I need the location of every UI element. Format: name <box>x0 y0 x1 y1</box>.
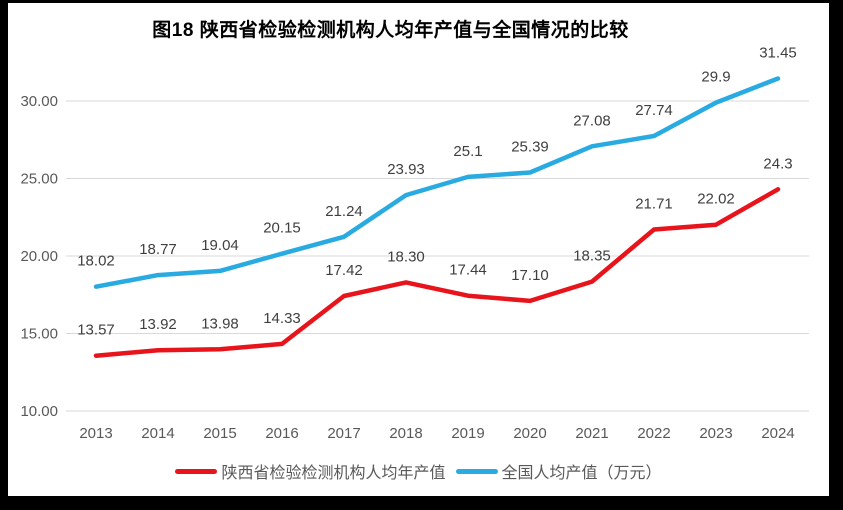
data-label: 18.77 <box>139 241 177 258</box>
data-label: 25.39 <box>511 138 549 155</box>
x-axis-tick-label: 2023 <box>699 425 732 442</box>
x-axis-tick-label: 2024 <box>761 425 794 442</box>
y-axis-tick-label: 30.00 <box>20 93 58 110</box>
legend-label-shaanxi: 陕西省检验检测机构人均年产值 <box>221 465 446 482</box>
x-axis-tick-label: 2018 <box>389 425 422 442</box>
data-label: 23.93 <box>387 161 425 178</box>
x-axis-tick-label: 2019 <box>451 425 484 442</box>
data-label: 27.08 <box>573 112 611 129</box>
data-label: 18.02 <box>77 253 115 270</box>
data-label: 13.92 <box>139 316 177 333</box>
data-label: 19.04 <box>201 237 239 254</box>
data-label: 17.44 <box>449 262 487 279</box>
x-axis-tick-label: 2013 <box>79 425 112 442</box>
data-label: 13.98 <box>201 315 239 332</box>
legend-item-shaanxi: 陕西省检验检测机构人均年产值 <box>175 459 446 483</box>
x-axis-tick-label: 2017 <box>327 425 360 442</box>
data-label: 14.33 <box>263 310 301 327</box>
legend-item-national: 全国人均产值（万元） <box>455 459 662 483</box>
y-axis-tick-label: 20.00 <box>20 248 58 265</box>
data-label: 24.3 <box>763 155 792 172</box>
data-label: 25.1 <box>453 143 482 160</box>
legend: 陕西省检验检测机构人均年产值 全国人均产值（万元） <box>8 459 829 483</box>
data-label: 29.9 <box>701 69 730 86</box>
data-label: 21.24 <box>325 203 363 220</box>
legend-label-national: 全国人均产值（万元） <box>501 465 662 482</box>
data-label: 27.74 <box>635 102 673 119</box>
x-axis-tick-label: 2016 <box>265 425 298 442</box>
chart-area: 图18 陕西省检验检测机构人均年产值与全国情况的比较 10.00 15.00 20.… <box>8 3 829 496</box>
data-label: 21.71 <box>635 195 673 212</box>
chart-title: 图18 陕西省检验检测机构人均年产值与全国情况的比较 <box>152 20 629 41</box>
data-label: 22.02 <box>697 191 735 208</box>
y-axis-tick-label: 15.00 <box>20 326 58 343</box>
data-label: 17.42 <box>325 262 363 279</box>
series-line-0 <box>93 187 781 358</box>
x-axis-tick-label: 2015 <box>203 425 236 442</box>
y-axis-tick-label: 25.00 <box>20 171 58 188</box>
x-axis-tick-label: 2021 <box>575 425 608 442</box>
data-label: 31.45 <box>759 45 797 62</box>
x-axis-tick-label: 2014 <box>141 425 174 442</box>
y-axis-tick-label: 10.00 <box>20 403 58 420</box>
x-axis-tick-label: 2020 <box>513 425 546 442</box>
data-label: 18.30 <box>387 248 425 265</box>
plot-area: 10.00 15.00 20.00 25.00 30.00 2013 2014 2015 201… <box>20 45 809 442</box>
blue-line-swatch-icon <box>455 468 498 474</box>
data-label: 18.35 <box>573 248 611 265</box>
data-label: 17.10 <box>511 267 549 284</box>
data-label: 20.15 <box>263 220 301 237</box>
series-line-1 <box>93 76 781 289</box>
data-label: 13.57 <box>77 322 115 339</box>
x-axis-tick-label: 2022 <box>637 425 670 442</box>
red-line-swatch-icon <box>175 468 218 474</box>
